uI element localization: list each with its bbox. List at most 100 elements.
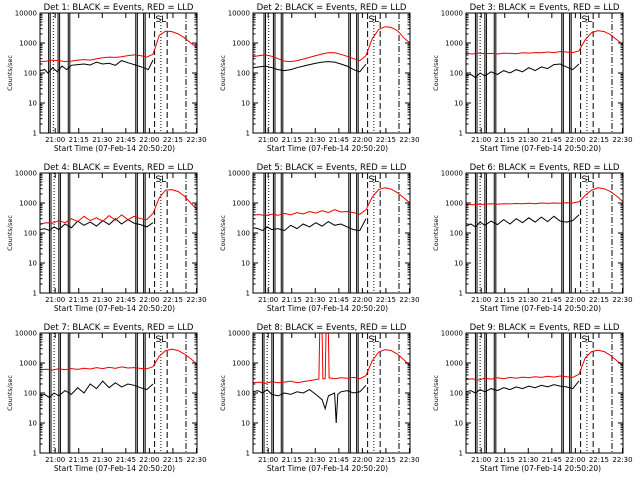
x-tick-label: 22:30 <box>399 296 419 304</box>
y-tick-label: 1 <box>246 290 250 298</box>
plot-area <box>253 333 410 453</box>
y-tick-label: 100 <box>24 390 37 398</box>
x-tick-label: 21:00 <box>258 136 278 144</box>
plot-area <box>40 333 197 453</box>
panel-det-9: Det 9: BLACK = Events, RED = LLD SL 1 10 100… <box>432 323 633 473</box>
series-events <box>253 218 367 232</box>
plot-frame <box>252 12 411 134</box>
sl-marker-label: SL <box>369 15 380 25</box>
y-tick-label: 10 <box>454 420 463 428</box>
x-tick-label: 21:30 <box>518 136 538 144</box>
series-lld <box>466 349 623 381</box>
panel-det-4: Det 4: BLACK = Events, RED = LLD SL 1 10 100… <box>6 163 207 313</box>
x-tick-label: 21:30 <box>305 136 325 144</box>
x-tick-label: 21:15 <box>282 136 302 144</box>
y-tick-label: 100 <box>450 230 463 238</box>
series-events <box>466 380 580 394</box>
x-tick-label: 22:30 <box>612 296 632 304</box>
x-tick-label: 22:00 <box>352 296 372 304</box>
series-lld <box>253 187 410 217</box>
y-tick-label: 1 <box>246 450 250 458</box>
plot-area <box>466 13 623 133</box>
x-tick-label: 21:15 <box>495 296 515 304</box>
plot-frame <box>39 332 198 454</box>
panel-det-6: Det 6: BLACK = Events, RED = LLD SL 1 10 100… <box>432 163 633 313</box>
y-tick-label: 1 <box>33 450 37 458</box>
plot-area <box>40 13 197 133</box>
y-tick-label: 1000 <box>232 40 250 48</box>
x-axis-label: Start Time (07-Feb-14 20:50:20) <box>267 144 388 153</box>
x-tick-label: 21:30 <box>92 136 112 144</box>
x-tick-label: 22:30 <box>186 136 206 144</box>
sl-marker-label: SL <box>156 175 167 185</box>
y-tick-label: 1 <box>33 290 37 298</box>
y-axis-label: Counts/sec <box>219 375 227 411</box>
x-tick-label: 22:30 <box>399 136 419 144</box>
y-tick-label: 1 <box>459 290 463 298</box>
y-tick-label: 1 <box>33 130 37 138</box>
x-tick-label: 22:30 <box>186 456 206 464</box>
panel-det-8: Det 8: BLACK = Events, RED = LLD SL 1 10 100… <box>219 323 420 473</box>
y-tick-label: 1 <box>246 130 250 138</box>
panel-title: Det 6: BLACK = Events, RED = LLD <box>470 163 620 173</box>
y-tick-label: 100 <box>24 70 37 78</box>
y-tick-label: 100 <box>450 390 463 398</box>
y-tick-label: 1000 <box>19 200 37 208</box>
x-tick-label: 22:15 <box>376 456 396 464</box>
series-lld <box>40 348 197 371</box>
x-tick-label: 22:15 <box>589 456 609 464</box>
x-tick-label: 21:30 <box>92 296 112 304</box>
series-events <box>253 61 367 73</box>
y-tick-label: 100 <box>24 230 37 238</box>
panel-title: Det 7: BLACK = Events, RED = LLD <box>44 323 194 333</box>
y-tick-label: 10 <box>28 420 37 428</box>
plot-frame <box>252 172 411 294</box>
y-axis-label: Counts/sec <box>6 215 14 251</box>
x-tick-label: 22:00 <box>565 136 585 144</box>
x-tick-label: 21:30 <box>518 456 538 464</box>
series-events <box>466 63 580 79</box>
x-tick-label: 22:00 <box>139 136 159 144</box>
panel-det-1: Det 1: BLACK = Events, RED = LLD SL 1 10 100… <box>6 3 207 153</box>
series-lld <box>253 333 410 384</box>
sl-marker-label: SL <box>156 335 167 345</box>
x-tick-label: 22:15 <box>589 296 609 304</box>
panel-title: Det 5: BLACK = Events, RED = LLD <box>257 163 407 173</box>
x-axis-label: Start Time (07-Feb-14 20:50:20) <box>480 144 601 153</box>
x-axis-label: Start Time (07-Feb-14 20:50:20) <box>54 304 175 313</box>
series-lld <box>253 26 410 63</box>
series-events <box>40 59 154 74</box>
y-axis-label: Counts/sec <box>432 55 440 91</box>
panel-title: Det 2: BLACK = Events, RED = LLD <box>257 3 407 13</box>
plot-frame <box>465 332 624 454</box>
x-tick-label: 21:00 <box>45 296 65 304</box>
panel-title: Det 8: BLACK = Events, RED = LLD <box>257 323 407 333</box>
x-tick-label: 21:15 <box>69 136 89 144</box>
sl-marker-label: SL <box>582 15 593 25</box>
x-tick-label: 21:45 <box>329 296 349 304</box>
x-tick-label: 21:15 <box>282 456 302 464</box>
sl-marker-label: SL <box>582 175 593 185</box>
panel-det-7: Det 7: BLACK = Events, RED = LLD SL 1 10 100… <box>6 323 207 473</box>
sl-marker-label: SL <box>369 335 380 345</box>
x-tick-label: 21:00 <box>45 456 65 464</box>
y-tick-label: 10 <box>28 100 37 108</box>
x-tick-label: 21:45 <box>329 136 349 144</box>
y-tick-label: 1 <box>459 450 463 458</box>
panel-title: Det 1: BLACK = Events, RED = LLD <box>44 3 194 13</box>
x-axis-label: Start Time (07-Feb-14 20:50:20) <box>54 464 175 473</box>
x-tick-label: 22:30 <box>399 456 419 464</box>
y-tick-label: 10000 <box>228 10 250 18</box>
x-tick-label: 22:00 <box>139 456 159 464</box>
x-tick-label: 22:30 <box>612 136 632 144</box>
y-tick-label: 10000 <box>228 330 250 338</box>
y-tick-label: 10 <box>241 420 250 428</box>
y-tick-label: 1000 <box>445 200 463 208</box>
y-tick-label: 1000 <box>232 200 250 208</box>
x-tick-label: 22:00 <box>352 136 372 144</box>
y-tick-label: 10 <box>454 260 463 268</box>
x-tick-label: 21:30 <box>92 456 112 464</box>
series-events <box>40 218 154 232</box>
x-tick-label: 21:00 <box>45 136 65 144</box>
